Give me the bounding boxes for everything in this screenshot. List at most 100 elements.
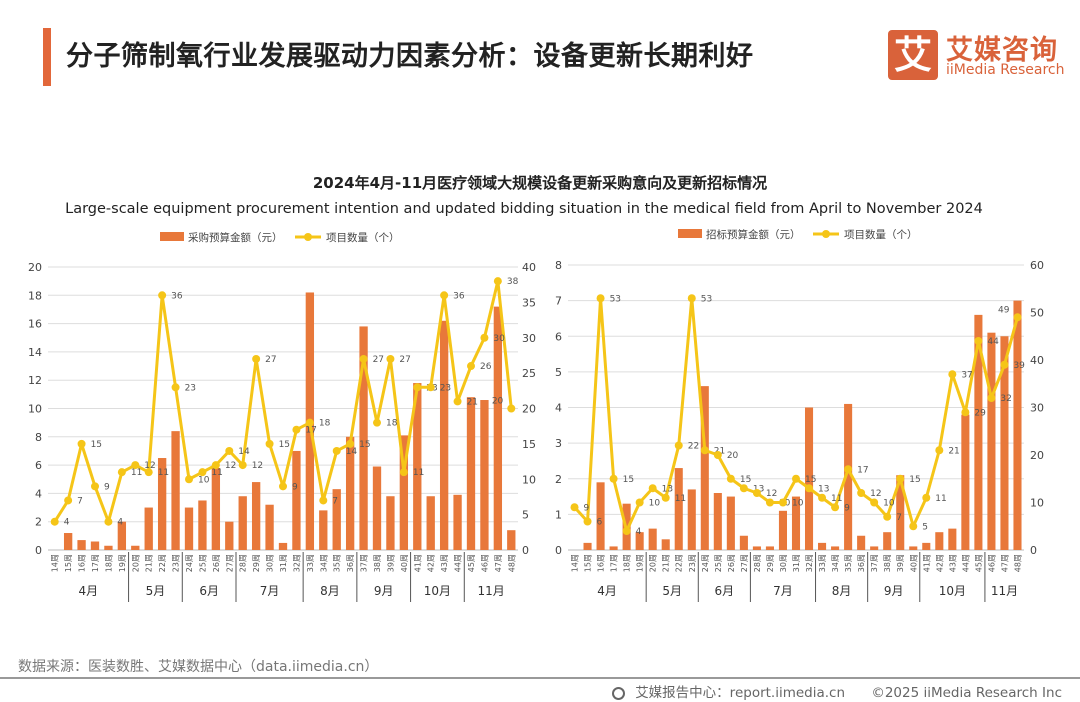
data-label: 15 [623,475,634,485]
data-label: 17 [305,426,316,436]
data-label: 15 [279,440,290,450]
x-tick-label: 31周 [792,554,801,572]
x-tick-label: 32周 [805,554,814,572]
y-left-tick-label: 16 [28,318,42,331]
line-point [961,408,970,417]
footer-report-link[interactable]: 艾媒报告中心：report.iimedia.cn [635,685,846,701]
bar [171,431,180,550]
bar [700,386,709,550]
y-right-tick-label: 5 [522,509,529,522]
data-label: 11 [675,494,686,504]
bar [117,521,127,550]
bar [1013,300,1022,550]
line-point [583,517,592,526]
charts: 0246810121416182005101520253035404715941… [28,228,1044,602]
line-point [570,503,579,512]
bar [345,436,355,550]
x-tick-label: 42周 [935,554,944,572]
bar [184,507,194,550]
bar [104,545,113,550]
y-left-tick-label: 3 [555,437,562,450]
line-point [805,484,814,493]
y-right-tick-label: 0 [1030,544,1037,557]
bar [198,500,207,550]
x-tick-label: 43周 [948,554,957,572]
data-label: 18 [386,419,398,429]
x-tick-label: 18周 [104,554,113,572]
data-label: 11 [413,468,424,478]
data-label: 7 [896,513,902,523]
line-point [987,394,996,402]
line-point [507,404,516,413]
x-tick-label: 21周 [145,554,154,572]
x-tick-label: 35周 [844,554,853,572]
data-label: 39 [1013,361,1025,371]
bar [648,528,657,550]
legend-swatch-bar [678,229,702,238]
line-point [467,362,475,371]
bar [144,507,153,550]
data-label: 21 [948,446,959,456]
data-label: 49 [998,305,1010,315]
bar [399,435,409,550]
month-label: 9月 [374,584,394,598]
bar [818,542,827,550]
x-tick-label: 17周 [91,554,100,572]
y-right-tick-label: 15 [522,438,536,451]
month-label: 11月 [991,584,1018,598]
x-tick-label: 48周 [1013,554,1022,572]
data-label: 15 [805,475,816,485]
x-tick-label: 22周 [675,554,684,572]
bar [804,407,814,550]
x-tick-label: 18周 [623,554,632,572]
data-label: 27 [399,355,410,365]
data-label: 27 [265,355,276,365]
bar [961,414,970,550]
x-tick-label: 39周 [386,554,395,572]
data-label: 26 [480,362,492,372]
legend-label: 招标预算金额（元） [706,228,801,241]
month-label: 5月 [146,584,166,598]
legend-swatch-point [822,230,830,238]
data-label: 38 [507,277,519,287]
data-label: 11 [158,468,169,478]
data-label: 9 [104,482,110,492]
y-left-tick-label: 6 [555,330,562,343]
bar [687,489,696,550]
y-right-tick-label: 25 [522,367,536,380]
bar [948,528,957,550]
line-point [399,468,408,477]
month-label: 6月 [199,584,219,598]
x-tick-label: 34周 [319,554,328,572]
data-label: 44 [987,337,999,347]
x-tick-label: 26周 [212,554,221,572]
x-tick-label: 39周 [896,554,905,572]
line-point [609,474,618,483]
y-left-tick-label: 8 [555,259,562,272]
y-right-tick-label: 30 [522,332,536,345]
x-tick-label: 27周 [225,554,234,572]
bar [90,541,100,550]
x-tick-label: 14周 [571,554,580,572]
data-label: 13 [818,484,829,494]
y-left-tick-label: 0 [555,544,562,557]
y-left-tick-label: 20 [28,261,42,274]
bar [1000,336,1009,550]
x-tick-label: 14周 [51,554,60,572]
y-left-tick-label: 6 [35,459,42,472]
data-label: 4 [117,518,123,528]
x-tick-label: 25周 [198,554,207,572]
data-label: 14 [238,447,250,457]
bar [439,320,449,550]
line-point [413,383,422,392]
logo-en: iiMedia Research [946,62,1065,78]
y-right-tick-label: 40 [1030,354,1044,367]
data-label: 6 [597,518,603,528]
line-point [198,468,207,477]
x-tick-label: 30周 [266,554,275,572]
bar [896,475,905,550]
data-label: 13 [753,484,764,494]
bar [319,510,328,550]
y-right-tick-label: 20 [1030,449,1044,462]
legend-swatch-point [304,233,312,241]
